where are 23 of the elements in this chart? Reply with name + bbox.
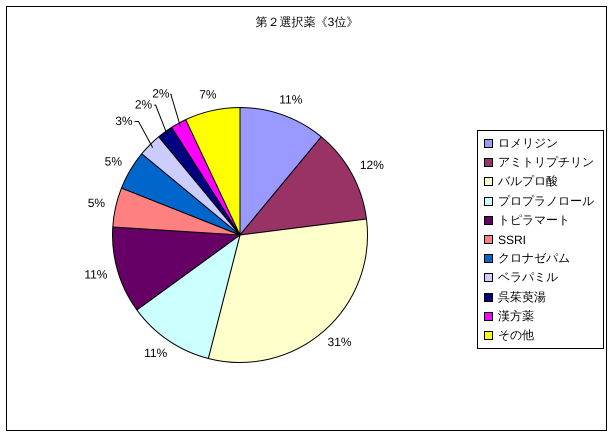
chart-title: 第２選択薬《3位》 [254, 14, 360, 30]
data-label: 5% [88, 196, 106, 210]
legend-label: プロプラノロール [498, 192, 594, 210]
data-label: 11% [84, 267, 108, 282]
legend-label: クロナゼパム [498, 250, 570, 268]
legend-label: ベラパミル [498, 269, 558, 286]
data-label: 11% [144, 346, 168, 360]
data-label: 2% [152, 86, 170, 101]
legend-label: 呉茱萸湯 [498, 288, 546, 306]
legend-label: SSRI [498, 232, 526, 247]
data-label: 7% [199, 87, 217, 102]
data-label: 12% [360, 158, 384, 172]
data-label: 2% [134, 97, 153, 112]
legend-label: アミトリプチリン [498, 154, 594, 172]
legend-label: その他 [498, 326, 534, 344]
legend-label: トピラマート [498, 212, 570, 229]
legend-label: 漢方薬 [498, 308, 534, 325]
data-label: 5% [104, 154, 122, 168]
data-label: 11% [279, 92, 303, 106]
legend-label: バルプロ酸 [498, 173, 558, 190]
data-label: 31% [328, 334, 352, 349]
legend-label: ロメリジン [498, 135, 558, 152]
data-label: 3% [115, 114, 133, 128]
